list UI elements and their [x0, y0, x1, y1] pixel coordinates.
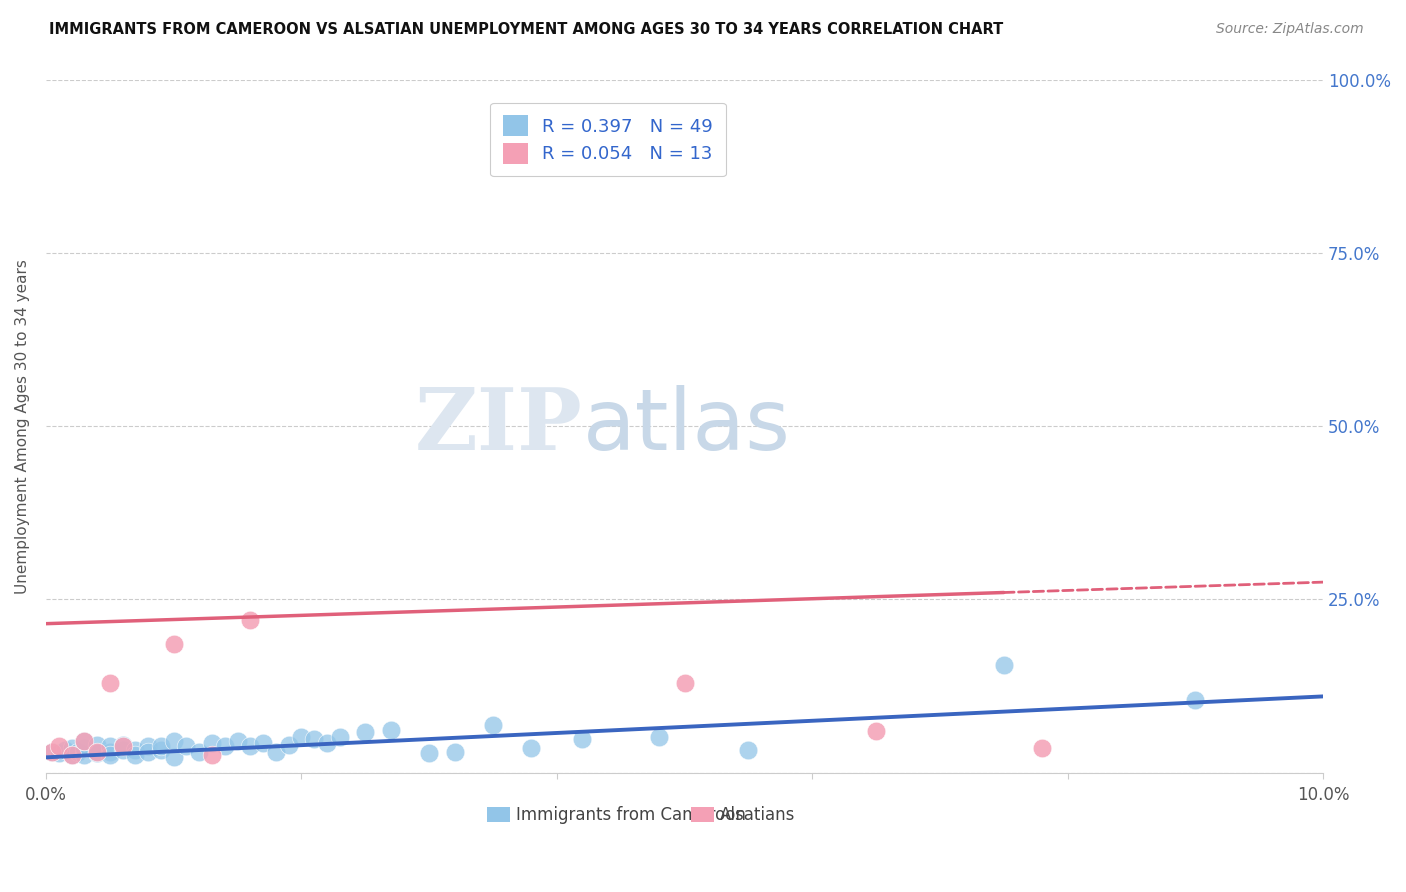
Point [865, 724, 887, 739]
Point [86, 745, 108, 759]
Point [1184, 693, 1206, 707]
Point [226, 734, 249, 748]
Point [329, 730, 352, 744]
Point [86, 738, 108, 752]
Legend: R = 0.397   N = 49, R = 0.054   N = 13: R = 0.397 N = 49, R = 0.054 N = 13 [491, 103, 725, 176]
Point [111, 743, 134, 757]
Point [648, 730, 671, 744]
Point [302, 732, 325, 747]
Bar [690, 807, 714, 822]
Point [98, 739, 121, 754]
Y-axis label: Unemployment Among Ages 30 to 34 years: Unemployment Among Ages 30 to 34 years [15, 259, 30, 594]
Point [60, 741, 83, 756]
Point [149, 743, 172, 757]
Point [993, 658, 1015, 673]
Point [73, 734, 96, 748]
Point [201, 748, 224, 763]
Point [520, 740, 543, 755]
Point [124, 743, 146, 757]
Point [86, 746, 108, 760]
Point [316, 737, 339, 751]
Point [176, 739, 198, 754]
Text: Source: ZipAtlas.com: Source: ZipAtlas.com [1216, 22, 1364, 37]
Point [571, 732, 593, 747]
Point [737, 743, 759, 757]
Text: IMMIGRANTS FROM CAMEROON VS ALSATIAN UNEMPLOYMENT AMONG AGES 30 TO 34 YEARS CORR: IMMIGRANTS FROM CAMEROON VS ALSATIAN UNE… [49, 22, 1004, 37]
Point [673, 675, 696, 690]
Point [188, 745, 211, 759]
Point [277, 738, 299, 752]
Point [252, 737, 274, 751]
Point [98, 745, 121, 759]
Point [73, 748, 96, 763]
Text: Alsatians: Alsatians [720, 805, 796, 824]
Point [41, 745, 63, 759]
Point [201, 737, 224, 751]
Point [41, 745, 63, 759]
Point [48, 739, 70, 754]
Point [163, 734, 186, 748]
Point [380, 723, 402, 737]
Point [1031, 741, 1053, 756]
Point [111, 739, 134, 754]
Point [443, 745, 465, 759]
Point [98, 675, 121, 690]
Point [73, 734, 96, 748]
Point [60, 748, 83, 763]
Point [354, 725, 377, 739]
Point [214, 739, 236, 754]
Point [163, 750, 186, 764]
Point [86, 745, 108, 759]
Text: ZIP: ZIP [415, 384, 582, 468]
Bar [486, 807, 509, 822]
Point [53, 743, 76, 757]
Point [149, 739, 172, 754]
Point [163, 637, 186, 651]
Point [73, 741, 96, 756]
Text: atlas: atlas [582, 384, 790, 467]
Point [98, 748, 121, 763]
Point [239, 613, 262, 627]
Point [66, 745, 89, 759]
Point [111, 738, 134, 752]
Point [264, 745, 287, 759]
Point [136, 745, 159, 759]
Point [418, 746, 440, 760]
Point [239, 739, 262, 754]
Point [482, 718, 505, 732]
Point [124, 748, 146, 763]
Point [48, 746, 70, 760]
Point [60, 748, 83, 763]
Point [136, 739, 159, 754]
Point [290, 730, 312, 744]
Text: Immigrants from Cameroon: Immigrants from Cameroon [516, 805, 745, 824]
